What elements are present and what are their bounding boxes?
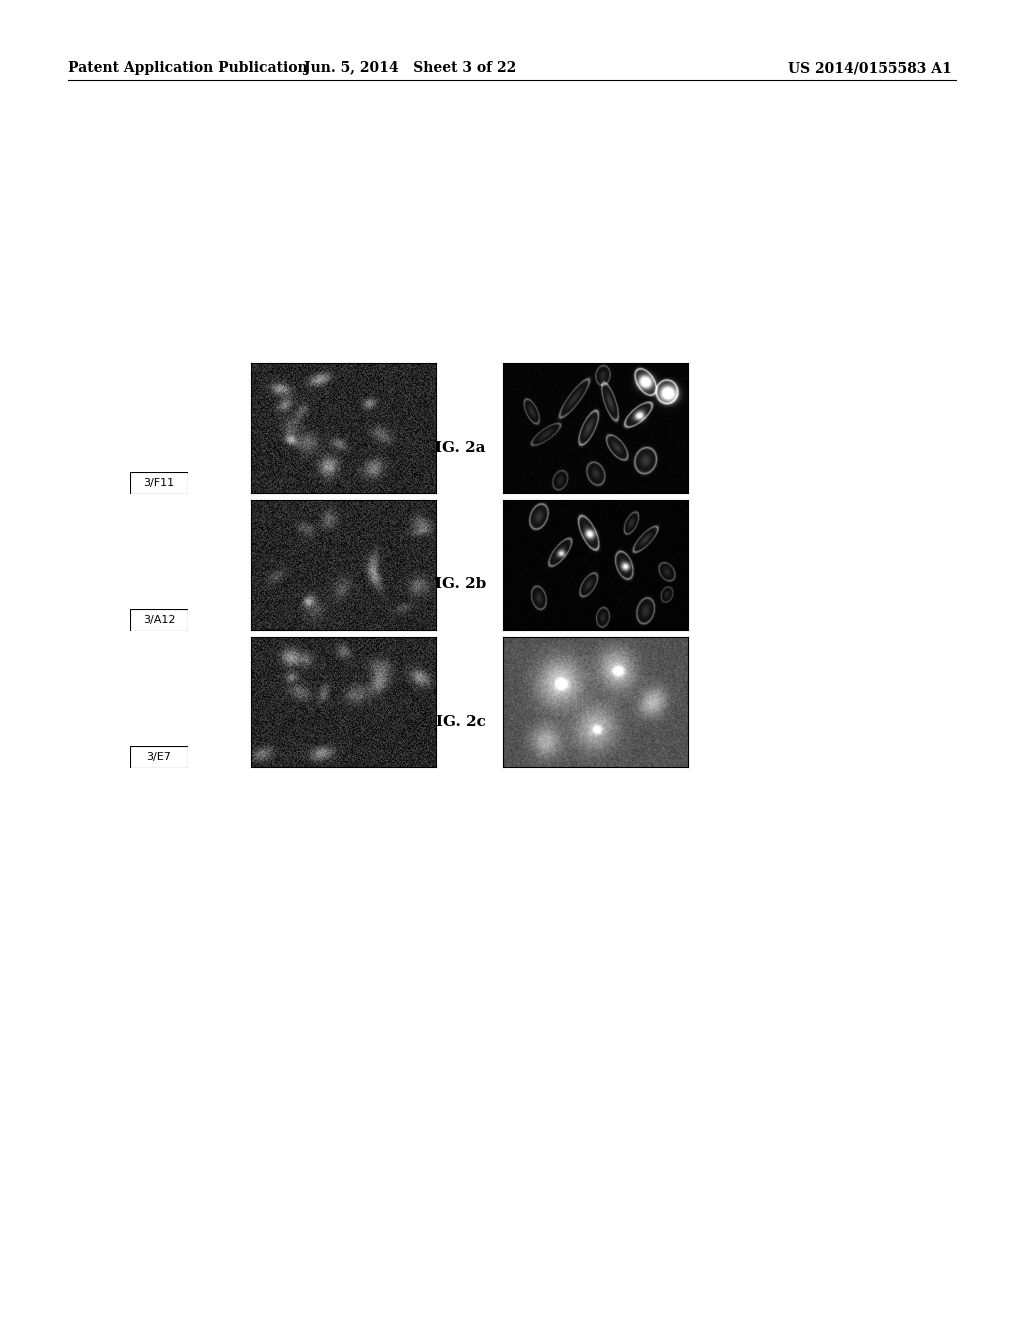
Text: Jun. 5, 2014   Sheet 3 of 22: Jun. 5, 2014 Sheet 3 of 22 — [304, 61, 516, 75]
FancyBboxPatch shape — [130, 473, 188, 494]
FancyBboxPatch shape — [130, 609, 188, 631]
Text: 3/E7: 3/E7 — [146, 752, 171, 762]
Text: Patent Application Publication: Patent Application Publication — [68, 61, 307, 75]
Text: FIG. 2c: FIG. 2c — [425, 714, 485, 729]
Text: US 2014/0155583 A1: US 2014/0155583 A1 — [788, 61, 952, 75]
Text: FIG. 2a: FIG. 2a — [424, 441, 485, 454]
Text: 3/A12: 3/A12 — [142, 615, 175, 624]
FancyBboxPatch shape — [130, 746, 188, 768]
Text: 3/F11: 3/F11 — [143, 478, 174, 488]
Text: FIG. 2b: FIG. 2b — [424, 578, 486, 591]
